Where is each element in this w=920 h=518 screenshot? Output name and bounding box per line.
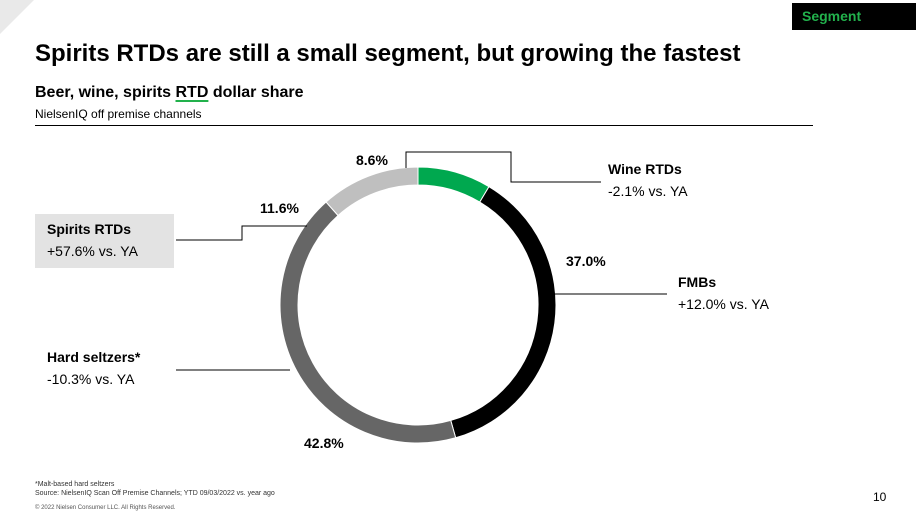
- spirits-label-highlight: [35, 214, 174, 268]
- slice-fmbs: [450, 185, 557, 439]
- leader-wine: [405, 151, 601, 183]
- legend-spirits-name: Spirits RTDs: [47, 221, 132, 237]
- channel-note: NielsenIQ off premise channels: [35, 107, 202, 121]
- legend-seltzers: Hard seltzers* -10.3% vs. YA: [47, 346, 140, 390]
- subtitle-start: Beer, wine, spirits: [35, 84, 176, 101]
- corner-decoration: [0, 0, 34, 34]
- slice-spirits-rtds: [325, 166, 419, 217]
- data-label-fmbs: 37.0%: [566, 253, 606, 269]
- slice-hard-seltzers: [279, 201, 457, 444]
- subtitle-rtd: RTD: [175, 84, 209, 101]
- segment-badge: Segment: [792, 3, 916, 30]
- page-title: Spirits RTDs are still a small segment, …: [35, 40, 741, 67]
- legend-spirits: Spirits RTDs +57.6% vs. YA: [47, 218, 138, 262]
- subtitle-end: dollar share: [208, 84, 304, 101]
- copyright: © 2022 Nielsen Consumer LLC. All Rights …: [35, 505, 176, 511]
- page-number: 10: [873, 490, 887, 504]
- slice-wine-rtds: [417, 166, 490, 203]
- leader-spirits: [176, 225, 307, 241]
- legend-wine-change: -2.1% vs. YA: [608, 183, 688, 199]
- donut-slices: [279, 166, 557, 444]
- data-label-wine: 8.6%: [356, 152, 388, 168]
- footnote-hard-seltzers: *Malt-based hard seltzers: [35, 481, 115, 488]
- legend-spirits-change: +57.6% vs. YA: [47, 243, 138, 259]
- legend-fmbs-name: FMBs: [678, 274, 717, 290]
- legend-seltzers-name: Hard seltzers*: [47, 349, 141, 365]
- leader-lines: [176, 151, 667, 371]
- legend-fmbs-change: +12.0% vs. YA: [678, 296, 769, 312]
- legend-seltzers-change: -10.3% vs. YA: [47, 371, 135, 387]
- legend-fmbs: FMBs +12.0% vs. YA: [678, 271, 769, 315]
- data-label-spirits: 11.6%: [260, 200, 299, 216]
- footnote-source: Source: NielsenIQ Scan Off Premise Chann…: [35, 490, 275, 497]
- chart-subtitle: Beer, wine, spirits RTD dollar share: [35, 84, 304, 102]
- data-label-seltzers: 42.8%: [304, 435, 344, 451]
- legend-wine: Wine RTDs -2.1% vs. YA: [608, 158, 688, 202]
- legend-wine-name: Wine RTDs: [608, 161, 682, 177]
- header-rule: [35, 125, 813, 126]
